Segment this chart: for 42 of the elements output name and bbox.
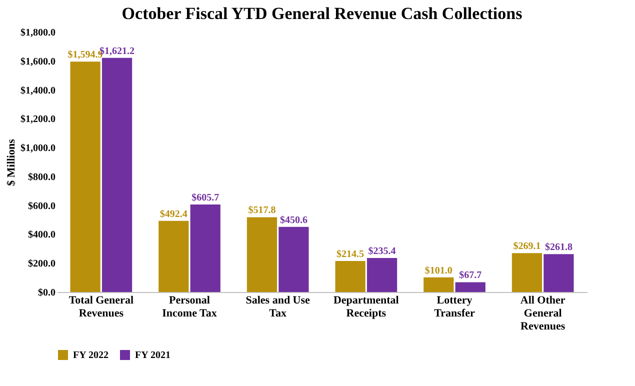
data-label: $101.0 (424, 265, 452, 276)
bar (190, 204, 220, 292)
y-tick-label: $800.0 (28, 172, 56, 183)
bar (335, 261, 366, 292)
x-tick-label: Lottery Transfer (434, 294, 475, 320)
y-tick-label: $1,800.0 (20, 28, 56, 38)
bar (366, 258, 398, 292)
data-label: $261.8 (544, 242, 572, 254)
data-label: $450.6 (280, 214, 308, 226)
bar (158, 220, 189, 292)
bar (544, 254, 574, 292)
x-tick-label: Departmental Receipts (333, 294, 399, 320)
chart-title: October Fiscal YTD General Revenue Cash Collections (122, 4, 523, 23)
data-label: $214.5 (336, 249, 364, 260)
legend-label: FY 2021 (135, 350, 170, 361)
data-label: $269.1 (513, 241, 541, 252)
y-tick-label: $400.0 (28, 230, 56, 241)
bar (455, 282, 486, 292)
data-label: $492.4 (160, 208, 188, 220)
data-label: $67.7 (459, 270, 482, 282)
x-tick-label: All Other General Revenues (520, 294, 566, 332)
bar (278, 226, 309, 292)
data-label: $235.4 (368, 246, 396, 257)
bar (246, 217, 278, 292)
x-tick-label: Total General Revenues (68, 294, 134, 320)
data-label: $517.8 (248, 205, 276, 216)
y-tick-label: $600.0 (28, 200, 56, 212)
y-tick-label: $1,600.0 (20, 56, 56, 68)
y-tick-label: $1,200.0 (20, 114, 56, 126)
y-tick-label: $1,000.0 (20, 143, 56, 154)
y-tick-label: $200.0 (28, 258, 56, 270)
x-tick-label: Sales and Use Tax (246, 294, 310, 320)
bar (70, 62, 100, 292)
bar (102, 58, 132, 292)
legend-label: FY 2022 (73, 350, 108, 361)
y-tick-label: $1,400.0 (20, 85, 56, 96)
bar (512, 253, 542, 292)
data-label: $605.7 (192, 192, 220, 204)
y-tick-label: $0.0 (38, 288, 56, 298)
x-tick-label: Personal Income Tax (162, 294, 218, 320)
bar (424, 277, 454, 292)
y-axis-title: $ Millions (6, 138, 18, 186)
